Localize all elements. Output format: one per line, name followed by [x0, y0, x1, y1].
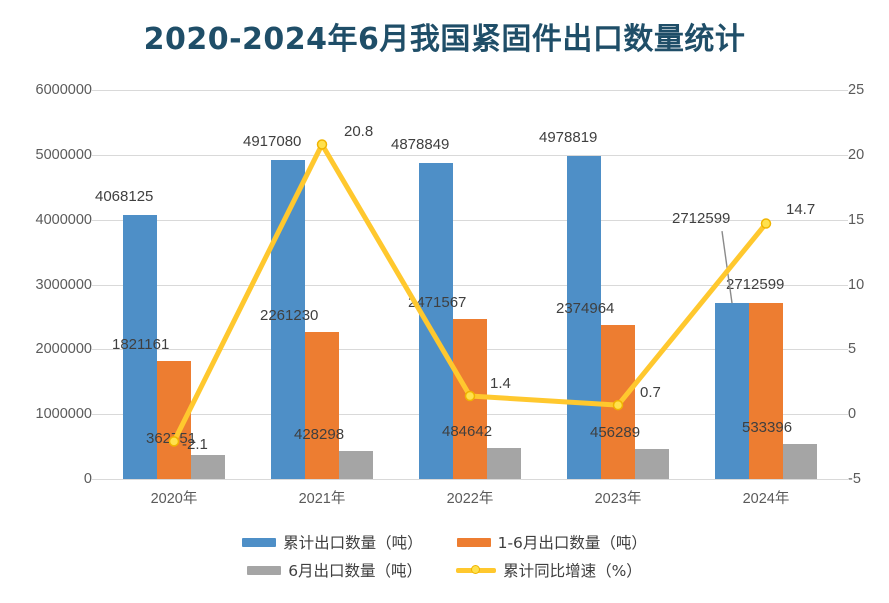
legend-item[interactable]: 6月出口数量（吨）	[247, 559, 422, 581]
legend-item-label: 6月出口数量（吨）	[288, 562, 423, 580]
line-data-label: 0.7	[640, 384, 661, 402]
bar-data-label: 4878849	[391, 135, 450, 153]
y-axis-left: 6000000 5000000 4000000 3000000 2000000 10000…	[0, 83, 101, 486]
legend-item-label: 累计出口数量（吨）	[283, 534, 423, 552]
bar	[453, 318, 487, 479]
y-axis-left-tickmark	[92, 349, 101, 351]
y-axis-left-tick: 2000000	[35, 341, 92, 358]
bar-data-label: 533396	[742, 419, 793, 437]
bar	[635, 449, 669, 479]
bar	[749, 303, 783, 479]
y-axis-right: 25 20 15 10 5 0 -5	[839, 83, 889, 486]
bar-data-label: 1821161	[112, 335, 170, 353]
line-data-label: 20.8	[344, 123, 374, 141]
y-axis-right-tickmark	[839, 479, 848, 480]
legend-item-label: 1-6月出口数量（吨）	[497, 534, 647, 552]
chart-title: 2020-2024年6月我国紧固件出口数量统计	[143, 22, 746, 57]
x-axis-tick: 2022年	[446, 491, 494, 507]
y-axis-left-tickmark	[92, 479, 101, 480]
y-axis-right-tick: 25	[848, 82, 865, 98]
y-axis-left-tickmark	[92, 414, 101, 416]
x-axis-tick: 2023年	[594, 491, 642, 507]
line-data-label: -2.1	[182, 436, 208, 454]
bar-data-label: 2261230	[260, 307, 319, 325]
y-axis-left-tick: 4000000	[35, 211, 92, 228]
bar	[601, 325, 635, 479]
legend-item[interactable]: 累计同比增速（%）	[456, 559, 642, 581]
bar-data-label: 484642	[442, 422, 493, 440]
bar-data-label: 4068125	[95, 188, 154, 206]
y-axis-right-tick: 0	[848, 406, 857, 423]
y-axis-left-tick: 3000000	[35, 276, 92, 293]
bar-data-label: 2712599	[726, 276, 785, 294]
legend-row-1: 累计出口数量（吨） 1-6月出口数量（吨）	[0, 528, 889, 556]
legend-color-swatch-icon	[242, 537, 277, 547]
legend-color-swatch-icon	[247, 565, 282, 575]
y-axis-right-tick: 15	[848, 211, 865, 228]
legend-item[interactable]: 累计出口数量（吨）	[242, 531, 423, 553]
y-axis-right-tick: -5	[848, 471, 861, 487]
bar-data-label: 2374964	[556, 300, 615, 318]
bar-data-label: 4978819	[539, 129, 598, 147]
y-axis-left-tick: 1000000	[35, 406, 92, 423]
legend-color-swatch-icon	[456, 537, 491, 547]
bar	[339, 451, 373, 479]
y-axis-right-tickmark	[839, 414, 848, 416]
y-axis-right-tickmark	[839, 284, 848, 286]
y-axis-left-tickmark	[92, 284, 101, 286]
y-axis-left-tickmark	[92, 154, 101, 156]
bar-data-label: 2471567	[408, 293, 467, 311]
x-axis-tick: 2024年	[742, 491, 790, 507]
bar	[715, 303, 749, 479]
y-axis-left-tick: 0	[83, 471, 92, 487]
bar	[123, 215, 157, 479]
y-axis-right-tick: 5	[848, 341, 857, 358]
bar-data-label: 456289	[590, 424, 641, 442]
x-axis-tick: 2020年	[150, 491, 198, 507]
y-axis-right-tickmark	[839, 154, 848, 156]
line-data-label: 1.4	[490, 375, 511, 392]
bar	[305, 332, 339, 479]
y-axis-right-tick: 20	[848, 146, 865, 163]
legend-item-label: 累计同比增速（%）	[503, 562, 642, 580]
y-axis-left-tick: 5000000	[35, 146, 92, 163]
x-axis-tick: 2021年	[298, 491, 346, 507]
y-axis-right-tickmark	[839, 90, 848, 91]
y-axis-left-tickmark	[92, 90, 101, 91]
plot-area: 4068125 1821161 362751 4917080 2261230 428298…	[95, 90, 840, 480]
bar	[487, 447, 521, 479]
chart-legend: 累计出口数量（吨） 1-6月出口数量（吨） 6月出口数量（吨） 累计同比增速（%）	[0, 528, 889, 584]
y-axis-left-tickmark	[92, 219, 101, 221]
growth-rate-marker	[316, 139, 328, 150]
bar	[157, 360, 191, 479]
bar	[191, 455, 225, 479]
legend-line-dot	[471, 565, 481, 574]
legend-line-marker-icon	[456, 564, 497, 576]
bar-data-label: 2712599	[672, 210, 731, 228]
y-axis-right-tickmark	[839, 349, 848, 351]
bar-data-label: 428298	[294, 426, 345, 444]
bar	[783, 444, 817, 479]
x-axis: 2020年 2021年 2022年 2023年 2024年	[100, 487, 840, 517]
legend-row-2: 6月出口数量（吨） 累计同比增速（%）	[0, 556, 889, 584]
gridline	[100, 479, 840, 480]
y-axis-right-tickmark	[839, 219, 848, 221]
legend-item[interactable]: 1-6月出口数量（吨）	[456, 531, 647, 553]
gridline	[100, 90, 840, 91]
bar-data-label: 4917080	[243, 133, 302, 151]
y-axis-right-tick: 10	[848, 276, 865, 293]
y-axis-left-tick: 6000000	[35, 82, 92, 98]
gridline	[100, 154, 840, 156]
line-data-label: 14.7	[786, 200, 816, 218]
